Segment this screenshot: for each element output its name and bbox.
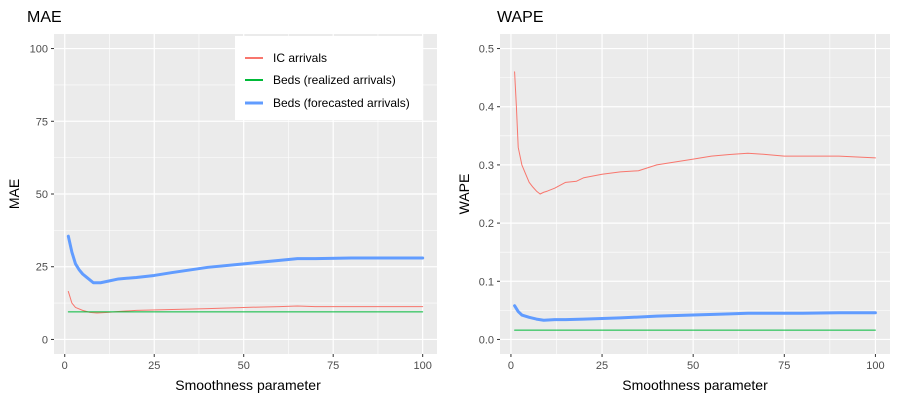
wape-x-tick-label: 25: [596, 360, 608, 372]
mae-y-tick-label: 25: [36, 262, 48, 274]
wape-title: WAPE: [497, 9, 544, 26]
wape-y-tick-label: 0.0: [479, 334, 494, 346]
mae-y-tick-label: 50: [36, 189, 48, 201]
mae-y-axis-label: MAE: [6, 179, 22, 209]
mae-y-ticks: 0 25 50 75 100: [30, 44, 54, 346]
wape-x-axis-label: Smoothness parameter: [622, 377, 768, 393]
mae-y-tick-label: 0: [42, 334, 48, 346]
wape-x-tick-label: 0: [508, 360, 514, 372]
mae-series-ic-arrivals: [67, 290, 424, 314]
wape-series: [513, 71, 877, 331]
mae-x-tick-label: 100: [414, 360, 432, 372]
mae-series: [66, 234, 425, 314]
mae-x-tick-label: 75: [327, 360, 339, 372]
mae-x-tick-label: 0: [62, 360, 68, 372]
legend: IC arrivals Beds (realized arrivals) Bed…: [235, 36, 423, 120]
mae-y-tick-label: 100: [30, 44, 48, 56]
wape-series-beds-forecasted-arrivals: [513, 304, 877, 322]
legend-label-beds-realized: Beds (realized arrivals): [273, 73, 396, 87]
wape-y-ticks: 0.0 0.1 0.2 0.3 0.4 0.5: [479, 44, 500, 346]
wape-series-ic-arrivals: [514, 71, 876, 195]
mae-y-tick-label: 75: [36, 116, 48, 128]
mae-title: MAE: [27, 9, 62, 26]
wape-x-tick-label: 50: [687, 360, 699, 372]
mae-series-beds-forecasted-arrivals: [66, 234, 425, 285]
wape-y-tick-label: 0.5: [479, 44, 494, 56]
mae-x-axis-label: Smoothness parameter: [175, 377, 321, 393]
wape-x-tick-label: 100: [866, 360, 884, 372]
wape-panel: WAPE 0 25 50 75 100 0.0 0.1 0.2 0.3 0.4 0.5 Smoot…: [456, 9, 890, 393]
mae-x-tick-label: 50: [238, 360, 250, 372]
wape-x-tick-label: 75: [778, 360, 790, 372]
wape-y-tick-label: 0.2: [479, 218, 494, 230]
wape-y-tick-label: 0.1: [479, 276, 494, 288]
wape-y-tick-label: 0.3: [479, 160, 494, 172]
mae-x-tick-label: 25: [148, 360, 160, 372]
mae-panel: MAE 0 25 50 75 100 0 25 50 75 100 Smoothness par…: [6, 9, 437, 393]
wape-grid: [500, 34, 890, 354]
wape-y-tick-label: 0.4: [479, 102, 494, 114]
mae-x-ticks: 0 25 50 75 100: [62, 354, 432, 372]
wape-x-ticks: 0 25 50 75 100: [508, 354, 885, 372]
legend-label-ic-arrivals: IC arrivals: [273, 51, 327, 65]
legend-box: [235, 36, 423, 120]
wape-y-axis-label: WAPE: [456, 174, 472, 215]
legend-label-beds-forecasted: Beds (forecasted arrivals): [273, 96, 410, 110]
